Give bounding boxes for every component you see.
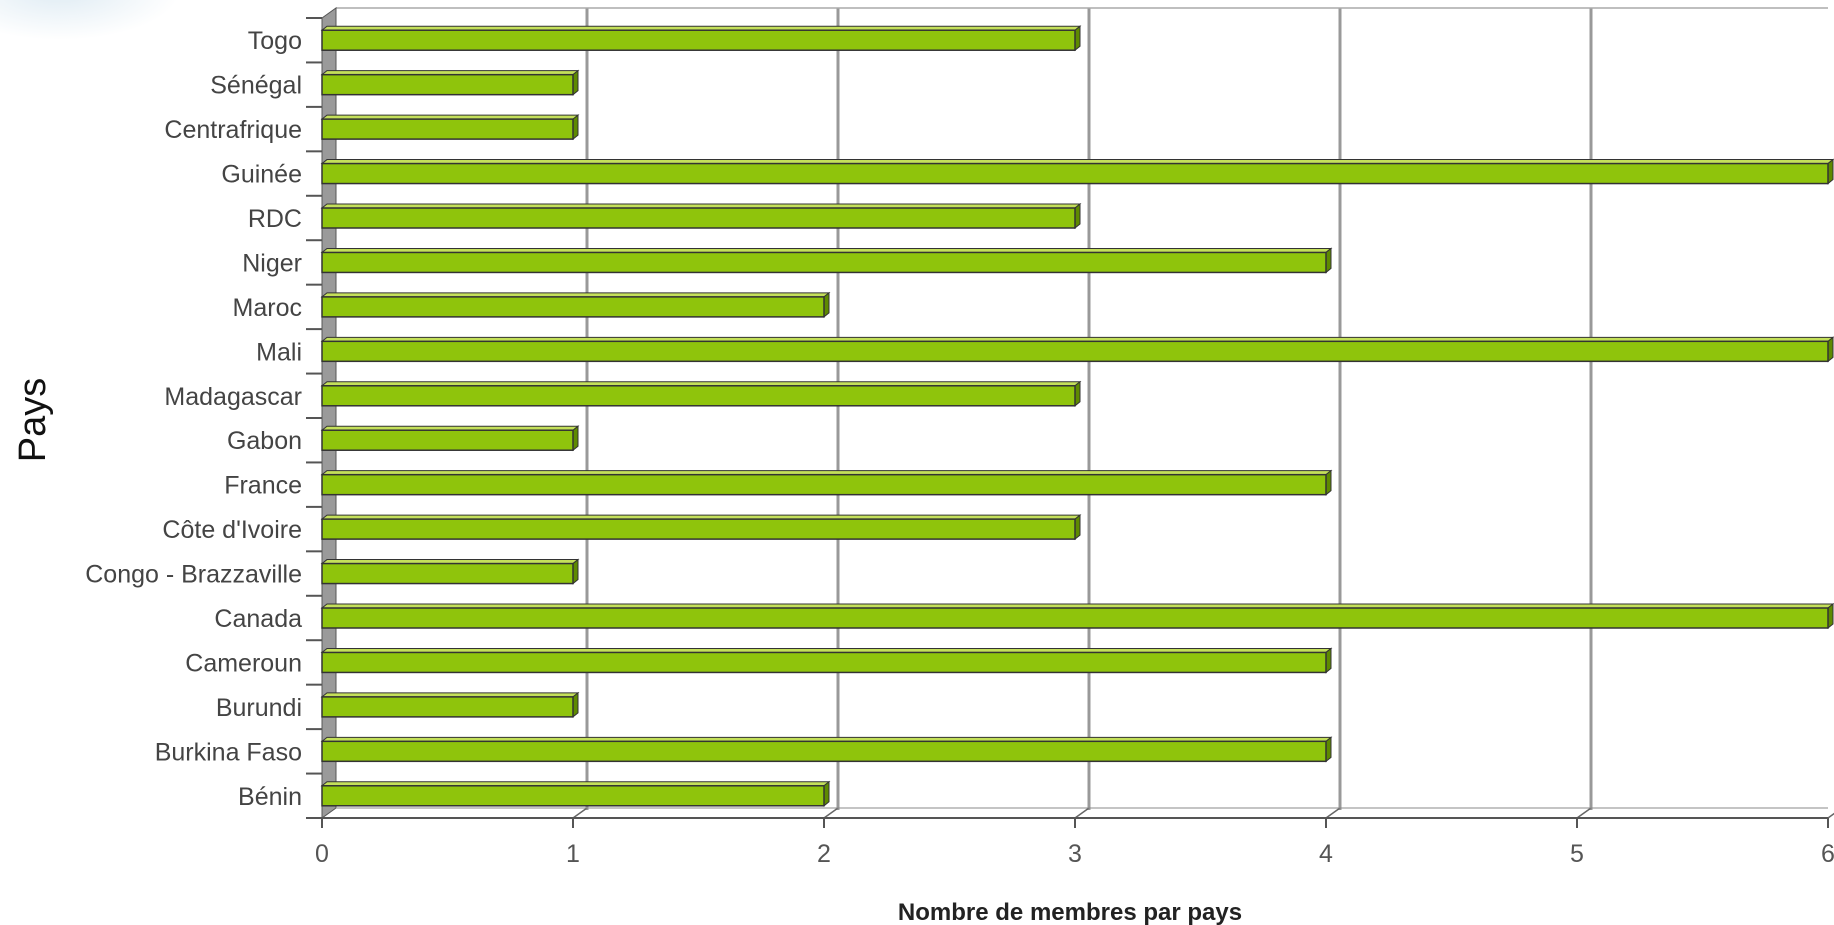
x-tick-label: 5 (1570, 840, 1584, 868)
bar (320, 291, 831, 318)
bar-front (321, 429, 574, 451)
category-label: Sénégal (210, 72, 302, 100)
bar-front (321, 73, 574, 96)
bar (320, 780, 831, 807)
bar-front (321, 607, 1829, 629)
bars (320, 25, 1834, 807)
x-tick-label: 6 (1821, 840, 1834, 868)
bar (320, 469, 1333, 496)
x-tick-label: 2 (817, 840, 831, 868)
bar (320, 158, 1834, 185)
bar-front (321, 740, 1327, 763)
watermark-logo (0, 0, 178, 40)
bar-front (321, 340, 1829, 363)
category-label: Niger (242, 249, 302, 277)
x-tick-label: 0 (315, 840, 329, 868)
category-label: Burkina Faso (155, 738, 302, 766)
bar (320, 558, 580, 585)
bar-front (321, 207, 1076, 229)
bar-front (321, 562, 574, 585)
bar-front (321, 518, 1076, 540)
bar-front (321, 385, 1076, 407)
bar (320, 69, 580, 96)
bar-front (321, 296, 825, 318)
category-label: RDC (248, 205, 302, 233)
x-tick-label: 1 (566, 840, 580, 868)
category-label: Côte d'Ivoire (162, 516, 302, 544)
gridline-foot (1827, 812, 1834, 819)
bar-front (321, 29, 1076, 51)
bar-front (321, 785, 825, 807)
gridline-foot (1325, 807, 1341, 819)
y-axis-title: Pays (12, 378, 54, 462)
bar (320, 691, 580, 718)
bar (320, 25, 1082, 52)
category-labels: Togo Sénégal Centrafrique Guinée RDC Niger Mar… (85, 27, 302, 811)
gridline-foot (1074, 807, 1090, 819)
category-label: Madagascar (164, 383, 302, 411)
bar (320, 114, 580, 141)
category-label: Cameroun (185, 649, 302, 677)
gridline-foot (823, 807, 839, 819)
x-tick-label: 3 (1068, 840, 1082, 868)
bar (320, 647, 1333, 674)
bar-front (321, 696, 574, 718)
bar (320, 336, 1834, 363)
bar-front (321, 118, 574, 140)
bar-front (321, 251, 1327, 274)
bar (320, 380, 1082, 407)
bar-front (321, 651, 1327, 674)
category-label: Guinée (221, 161, 302, 189)
category-label: Canada (214, 605, 302, 633)
bar (320, 514, 1082, 541)
bar (320, 736, 1333, 763)
x-tick-labels: 0 1 2 3 4 5 6 (315, 840, 1834, 868)
gridline-foot (572, 807, 588, 819)
bar (320, 202, 1082, 230)
bar (320, 425, 580, 452)
x-tick-label: 4 (1319, 840, 1333, 868)
category-label: Gabon (227, 427, 302, 455)
category-label: Togo (248, 27, 302, 55)
grid-lines (336, 7, 1834, 819)
bar-front (321, 473, 1327, 496)
bar-front (321, 162, 1829, 185)
category-label: Bénin (238, 783, 302, 811)
category-label: Maroc (233, 294, 302, 322)
x-axis-title: Nombre de membres par pays (898, 899, 1242, 925)
category-label: Centrafrique (164, 116, 302, 144)
category-label: France (224, 472, 302, 500)
bar (320, 247, 1333, 274)
category-label: Mali (256, 338, 302, 366)
category-label: Burundi (216, 694, 302, 722)
category-label: Congo - Brazzaville (85, 561, 302, 589)
bar (320, 602, 1834, 630)
gridline-foot (1576, 807, 1592, 819)
